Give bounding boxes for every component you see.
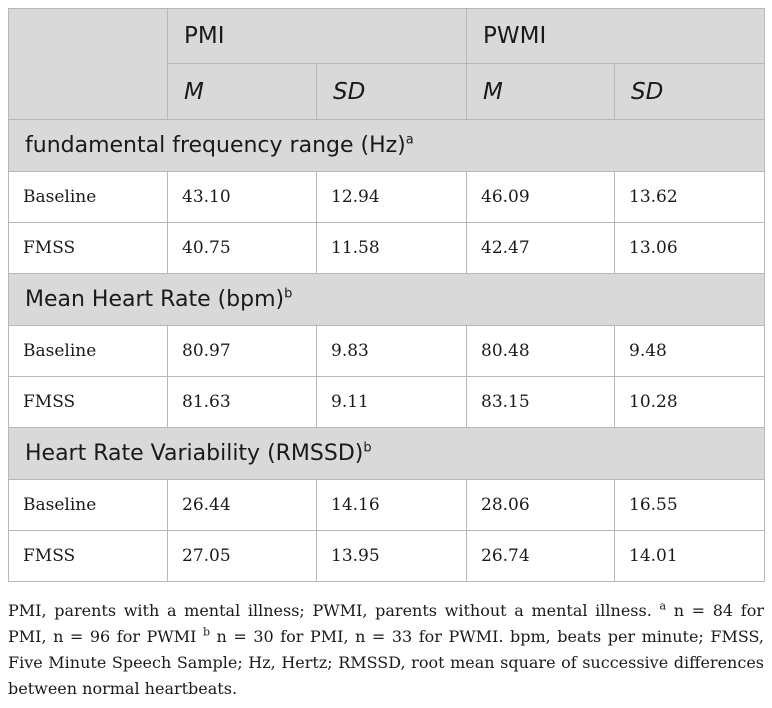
pmi-sd-value: 9.83	[316, 325, 467, 377]
table-row: Baseline 43.10 12.94 46.09 13.62	[8, 171, 765, 223]
table-row: FMSS 81.63 9.11 83.15 10.28	[8, 376, 765, 428]
pmi-mean-value: 43.10	[167, 171, 317, 223]
header-row-stats: M SD M SD	[9, 63, 765, 120]
pwmi-mean-value: 26.74	[466, 530, 615, 582]
pwmi-mean-value: 80.48	[466, 325, 615, 377]
row-label: Baseline	[8, 479, 168, 531]
header-pwmi-mean: M	[466, 63, 615, 120]
header-empty-cell	[8, 8, 168, 120]
pmi-mean-value: 81.63	[167, 376, 317, 428]
section-title-cell: Mean Heart Rate (bpm)b	[8, 273, 765, 326]
pmi-sd-value: 11.58	[316, 222, 467, 274]
pmi-sd-value: 14.16	[316, 479, 467, 531]
header-pmi-sd: SD	[316, 63, 467, 120]
section-note-marker: b	[284, 286, 293, 302]
pwmi-mean-value: 28.06	[466, 479, 615, 531]
header-group-pwmi: PWMI	[466, 8, 765, 64]
footnote-abbreviations: PMI, parents with a mental illness; PWMI…	[8, 601, 660, 620]
pmi-sd-value: 13.95	[316, 530, 467, 582]
pwmi-mean-value: 46.09	[466, 171, 615, 223]
table-row: Baseline 26.44 14.16 28.06 16.55	[8, 479, 765, 531]
header-row-groups: PMI PWMI	[8, 8, 765, 120]
section-row-f0-range: fundamental frequency range (Hz)a	[8, 119, 765, 172]
pwmi-mean-value: 83.15	[466, 376, 615, 428]
table-row: FMSS 40.75 11.58 42.47 13.06	[8, 222, 765, 274]
header-pmi-mean: M	[167, 63, 317, 120]
pmi-mean-value: 80.97	[167, 325, 317, 377]
pmi-mean-value: 40.75	[167, 222, 317, 274]
footnote-sample-a: n = 84 for PMI, n = 96 for PWMI	[8, 601, 764, 646]
pwmi-sd-value: 16.55	[614, 479, 765, 531]
pmi-mean-value: 26.44	[167, 479, 317, 531]
section-title: Mean Heart Rate (bpm)	[25, 287, 285, 312]
results-table: PMI PWMI M SD M SD fundamental frequency…	[8, 8, 765, 582]
pwmi-sd-value: 13.62	[614, 171, 765, 223]
table-footnote: PMI, parents with a mental illness; PWMI…	[8, 598, 764, 702]
row-label: FMSS	[8, 222, 168, 274]
section-row-heart-rate: Mean Heart Rate (bpm)b	[8, 273, 765, 326]
header-pwmi-sd: SD	[614, 63, 765, 120]
section-row-hrv: Heart Rate Variability (RMSSD)b	[8, 427, 765, 480]
pmi-sd-value: 12.94	[316, 171, 467, 223]
row-label: Baseline	[8, 325, 168, 377]
pmi-mean-value: 27.05	[167, 530, 317, 582]
pwmi-mean-value: 42.47	[466, 222, 615, 274]
row-label: FMSS	[8, 530, 168, 582]
section-title: fundamental frequency range (Hz)	[25, 133, 406, 158]
footnote-sample-b: n = 30 for PMI, n = 33 for PWMI. bpm, be…	[8, 627, 764, 698]
section-title-cell: fundamental frequency range (Hz)a	[8, 119, 765, 172]
pwmi-sd-value: 9.48	[614, 325, 765, 377]
pmi-sd-value: 9.11	[316, 376, 467, 428]
header-group-pmi: PMI	[167, 8, 467, 64]
footnote-marker-b: b	[202, 625, 211, 639]
row-label: Baseline	[8, 171, 168, 223]
table-row: FMSS 27.05 13.95 26.74 14.01	[8, 530, 765, 582]
section-note-marker: a	[405, 132, 414, 148]
pwmi-sd-value: 14.01	[614, 530, 765, 582]
pwmi-sd-value: 13.06	[614, 222, 765, 274]
section-title-cell: Heart Rate Variability (RMSSD)b	[8, 427, 765, 480]
table-row: Baseline 80.97 9.83 80.48 9.48	[8, 325, 765, 377]
section-note-marker: b	[363, 440, 372, 456]
row-label: FMSS	[8, 376, 168, 428]
pwmi-sd-value: 10.28	[614, 376, 765, 428]
footnote-marker-a: a	[659, 599, 667, 613]
results-table-container: PMI PWMI M SD M SD fundamental frequency…	[8, 8, 765, 582]
section-title: Heart Rate Variability (RMSSD)	[25, 441, 364, 466]
